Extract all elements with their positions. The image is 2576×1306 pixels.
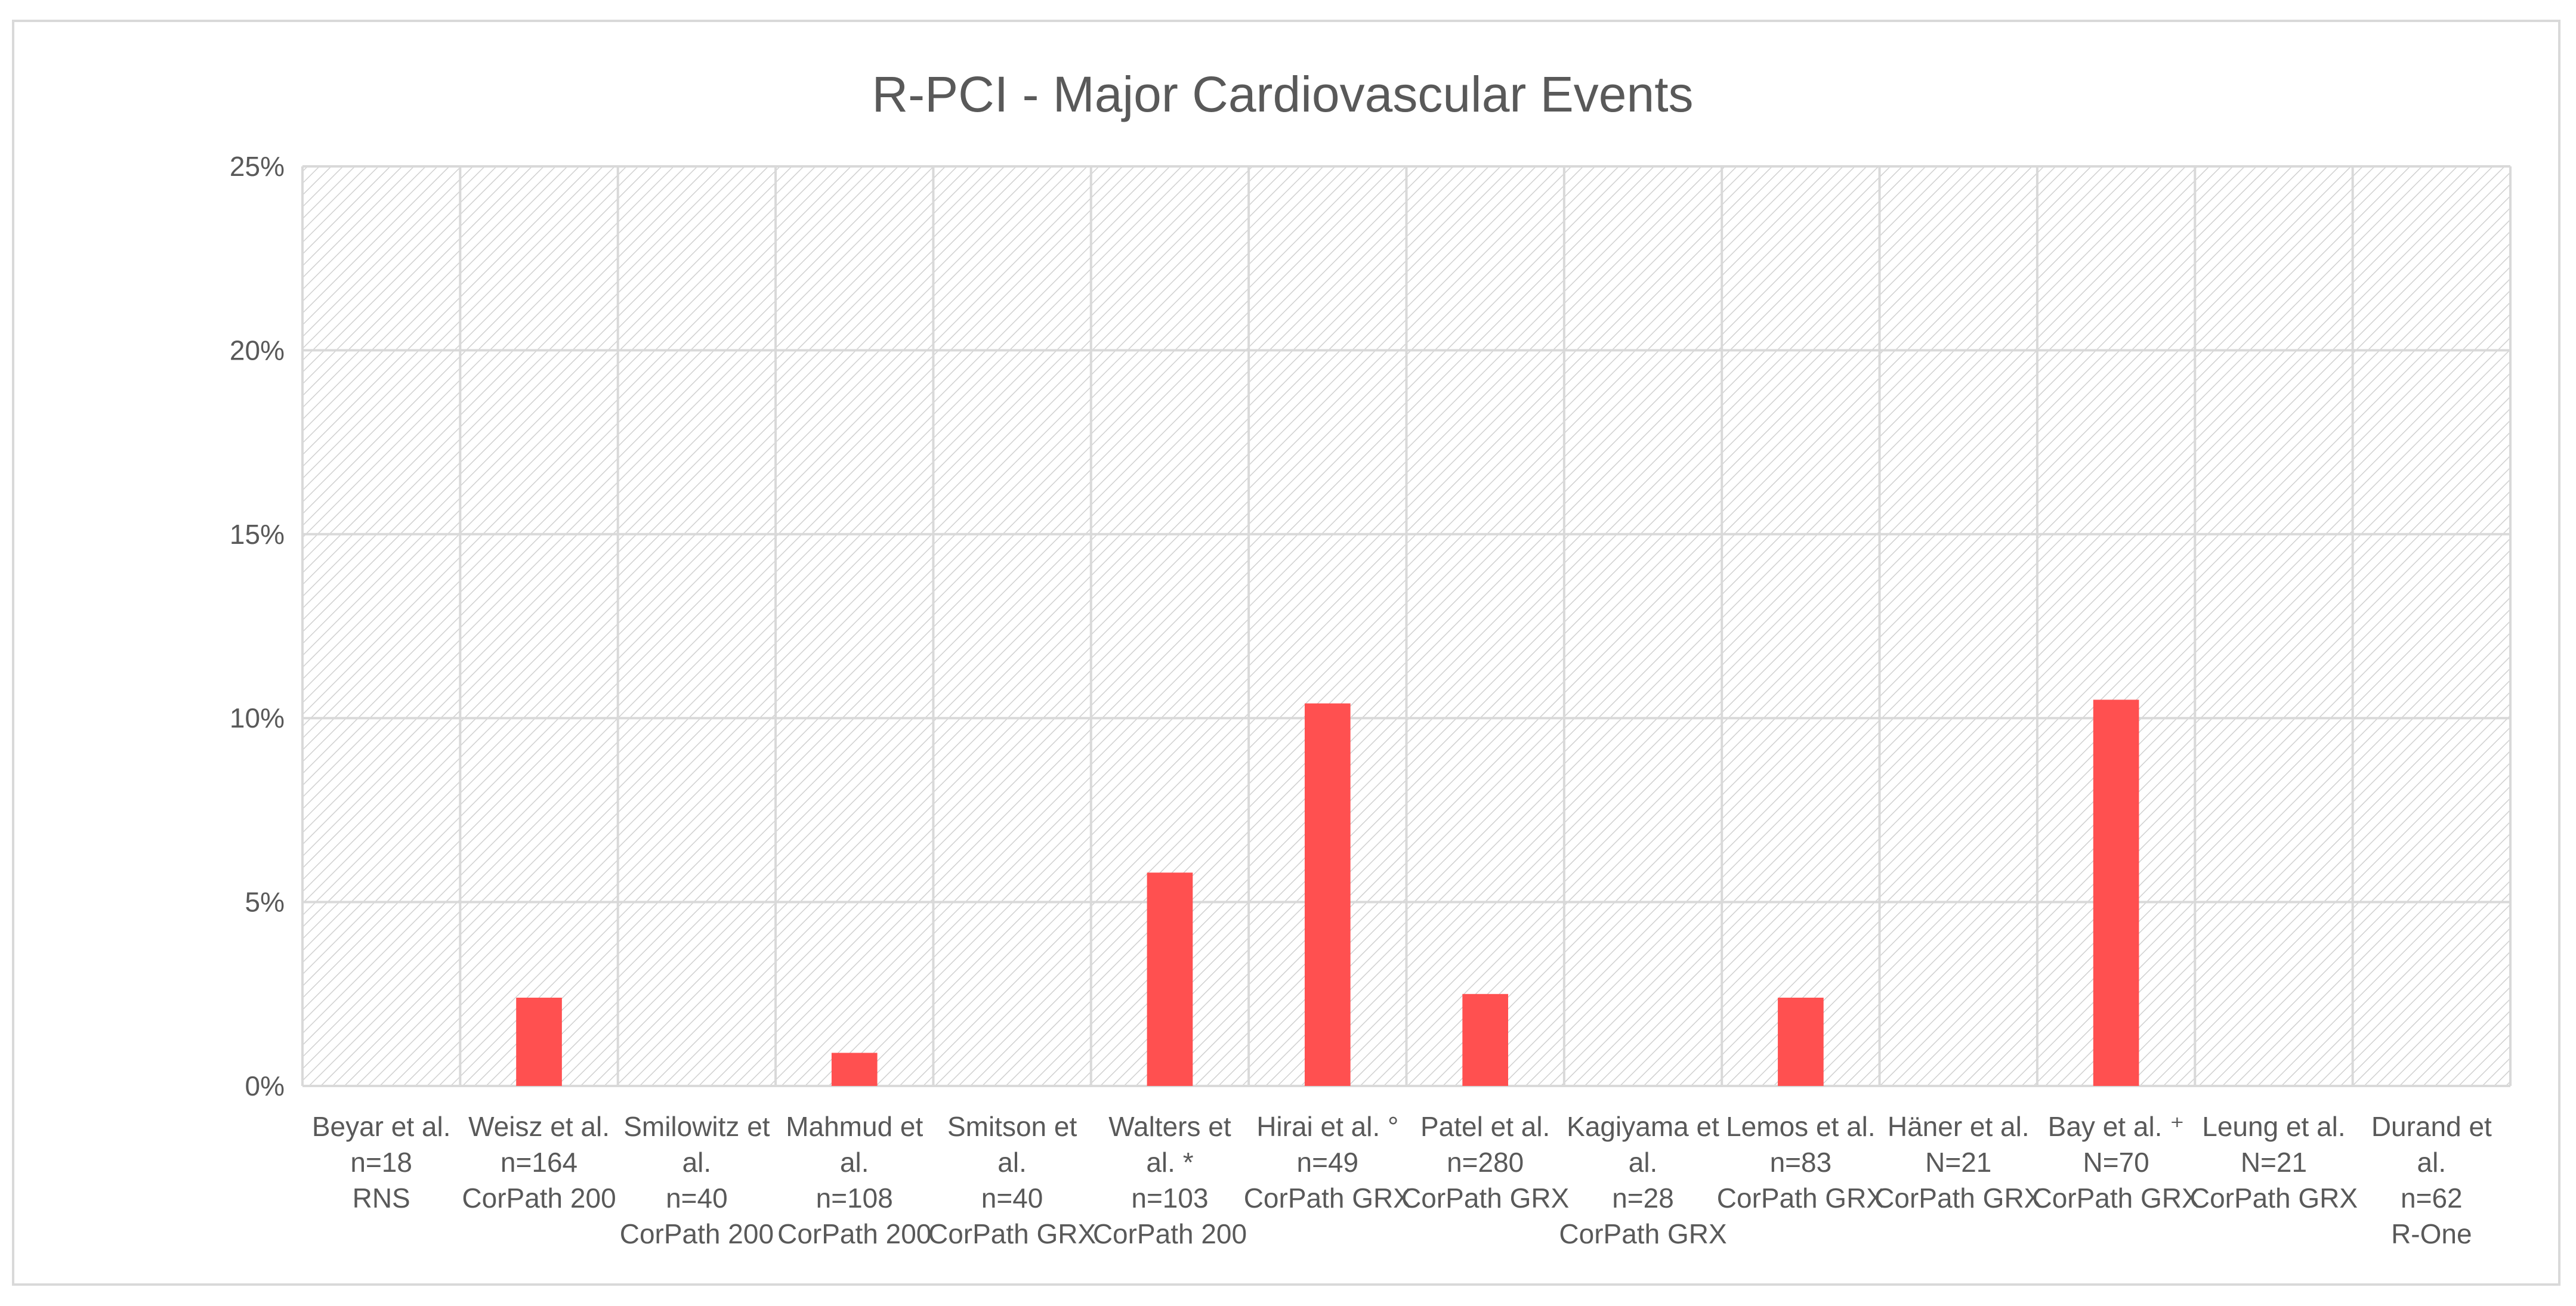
- category-label-line: CorPath 200: [777, 1218, 931, 1249]
- category-label-2: Smilowitz et al. n=40 CorPath 200: [620, 1111, 774, 1249]
- category-label-11: Bay et al. ⁺ N=70 CorPath GRX: [2032, 1111, 2200, 1214]
- category-label-line: Smitson et: [947, 1111, 1077, 1142]
- category-label-6: Hirai et al. ° n=49 CorPath GRX: [1244, 1111, 1411, 1214]
- category-label-line: N=70: [2083, 1147, 2149, 1178]
- category-label-line: n=103: [1131, 1183, 1208, 1214]
- category-label-line: Leung et al.: [2202, 1111, 2345, 1142]
- chart-frame: R-PCI - Major Cardiovascular Events 0% 5%…: [12, 20, 2560, 1286]
- category-label-line: n=49: [1297, 1147, 1359, 1178]
- y-tick-label: 25%: [230, 151, 285, 182]
- category-label-line: CorPath GRX: [1244, 1183, 1411, 1214]
- category-label-line: Durand et: [2371, 1111, 2492, 1142]
- category-label-line: Bay et al. ⁺: [2048, 1111, 2185, 1142]
- category-label-line: al.: [1629, 1147, 1658, 1178]
- category-label-13: Durand et al. n=62 R-One: [2371, 1111, 2492, 1249]
- category-label-0: Beyar et al. n=18 RNS: [312, 1111, 451, 1214]
- category-label-line: CorPath GRX: [2190, 1183, 2358, 1214]
- category-label-7: Patel et al. n=280 CorPath GRX: [1401, 1111, 1569, 1214]
- bar-7: [1462, 994, 1509, 1086]
- x-axis-labels: Beyar et al. n=18 RNS Weisz et al. n=164 CorP…: [312, 1111, 2492, 1249]
- category-label-line: al.: [840, 1147, 869, 1178]
- category-label-10: Häner et al. N=21 CorPath GRX: [1874, 1111, 2042, 1214]
- category-label-1: Weisz et al. n=164 CorPath 200: [462, 1111, 616, 1214]
- category-label-line: Häner et al.: [1888, 1111, 2030, 1142]
- bar-chart: R-PCI - Major Cardiovascular Events 0% 5%…: [230, 66, 2512, 1249]
- category-label-line: al.: [2417, 1147, 2447, 1178]
- y-axis-ticks: 0% 5% 10% 15% 20% 25%: [230, 151, 285, 1101]
- category-label-line: Smilowitz et: [623, 1111, 770, 1142]
- bar-9: [1778, 997, 1824, 1086]
- y-tick-label: 20%: [230, 335, 285, 366]
- category-label-line: n=83: [1770, 1147, 1832, 1178]
- category-label-line: Lemos et al.: [1726, 1111, 1876, 1142]
- category-label-line: CorPath 200: [1093, 1218, 1247, 1249]
- category-label-line: al.: [997, 1147, 1027, 1178]
- category-label-line: N=21: [1925, 1147, 1991, 1178]
- category-label-4: Smitson et al. n=40 CorPath GRX: [928, 1111, 1096, 1249]
- category-label-line: n=108: [816, 1183, 893, 1214]
- bar-1: [516, 997, 562, 1086]
- category-label-line: Weisz et al.: [468, 1111, 610, 1142]
- y-tick-label: 15%: [230, 519, 285, 550]
- category-label-line: CorPath GRX: [2032, 1183, 2200, 1214]
- category-label-5: Walters et al. * n=103 CorPath 200: [1093, 1111, 1247, 1249]
- y-tick-label: 0%: [245, 1070, 285, 1101]
- category-label-line: n=40: [666, 1183, 728, 1214]
- category-label-line: al. *: [1146, 1147, 1193, 1178]
- category-label-line: n=164: [501, 1147, 577, 1178]
- grid-lines: [301, 165, 2512, 1087]
- category-label-line: CorPath 200: [462, 1183, 616, 1214]
- category-label-line: Kagiyama et: [1567, 1111, 1719, 1142]
- bars: [516, 700, 2139, 1086]
- category-label-line: RNS: [353, 1183, 410, 1214]
- category-label-9: Lemos et al. n=83 CorPath GRX: [1717, 1111, 1885, 1214]
- bar-6: [1304, 703, 1351, 1086]
- category-label-line: CorPath GRX: [1717, 1183, 1885, 1214]
- y-tick-label: 10%: [230, 702, 285, 734]
- bar-11: [2093, 700, 2139, 1086]
- category-label-8: Kagiyama et al. n=28 CorPath GRX: [1559, 1111, 1726, 1249]
- category-label-line: al.: [682, 1147, 712, 1178]
- bar-3: [831, 1053, 878, 1086]
- category-label-line: n=280: [1447, 1147, 1524, 1178]
- category-label-line: Walters et: [1108, 1111, 1231, 1142]
- category-label-line: Beyar et al.: [312, 1111, 451, 1142]
- category-label-line: CorPath GRX: [1874, 1183, 2042, 1214]
- category-label-line: CorPath GRX: [928, 1218, 1096, 1249]
- category-label-line: n=62: [2401, 1183, 2463, 1214]
- category-label-line: Mahmud et: [786, 1111, 923, 1142]
- category-label-3: Mahmud et al. n=108 CorPath 200: [777, 1111, 931, 1249]
- category-label-line: n=28: [1612, 1183, 1674, 1214]
- chart-title: R-PCI - Major Cardiovascular Events: [872, 66, 1693, 122]
- category-label-12: Leung et al. N=21 CorPath GRX: [2190, 1111, 2358, 1214]
- category-label-line: CorPath GRX: [1559, 1218, 1726, 1249]
- category-label-line: n=40: [981, 1183, 1043, 1214]
- category-label-line: Hirai et al. °: [1256, 1111, 1398, 1142]
- category-label-line: N=21: [2241, 1147, 2307, 1178]
- y-tick-label: 5%: [245, 887, 285, 918]
- category-label-line: CorPath GRX: [1401, 1183, 1569, 1214]
- category-label-line: R-One: [2391, 1218, 2472, 1249]
- category-label-line: CorPath 200: [620, 1218, 774, 1249]
- category-label-line: n=18: [350, 1147, 412, 1178]
- category-label-line: Patel et al.: [1420, 1111, 1550, 1142]
- bar-5: [1147, 872, 1193, 1086]
